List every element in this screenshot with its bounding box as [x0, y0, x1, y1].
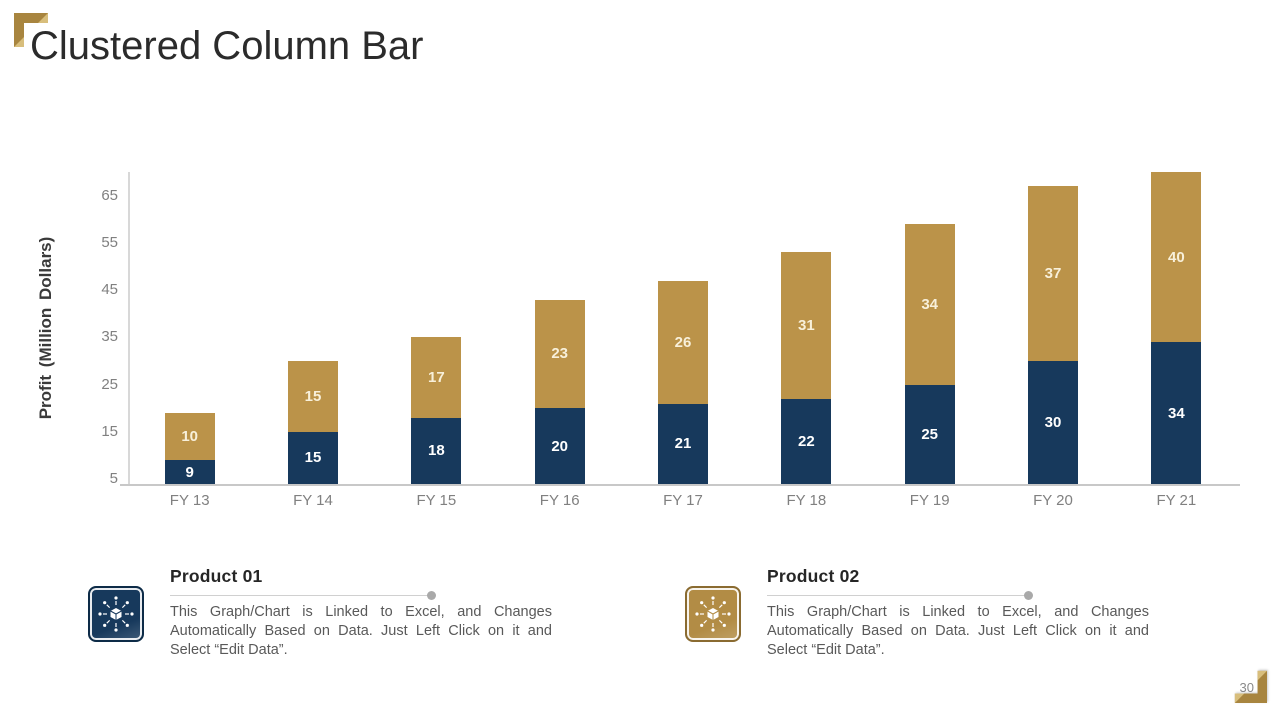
- x-tick-label: FY 17: [663, 492, 703, 509]
- bar-fy-21[interactable]: 40 34: [1151, 172, 1202, 484]
- x-tick-label: FY 15: [416, 492, 457, 509]
- corner-bracket-icon: [14, 13, 48, 47]
- bar-segment-product-01[interactable]: 21: [658, 403, 708, 484]
- x-tick-label: FY 13: [169, 492, 210, 509]
- y-tick-label: 65: [101, 186, 118, 204]
- card-title: Product 02: [767, 566, 860, 586]
- data-label: 15: [304, 449, 322, 467]
- data-label: 22: [797, 432, 815, 450]
- data-label: 18: [427, 442, 445, 460]
- divider-line: [767, 591, 1033, 600]
- cube-network-icon: [685, 586, 741, 642]
- bar-segment-product-02[interactable]: 15: [288, 361, 338, 432]
- bar-segment-product-02[interactable]: 10: [164, 413, 215, 461]
- data-label: 21: [674, 435, 692, 453]
- bar-segment-product-01[interactable]: 30: [1028, 361, 1078, 484]
- y-tick-label: 5: [109, 470, 118, 488]
- card-title: Product 01: [170, 566, 263, 586]
- bar-fy-13[interactable]: 10 9: [164, 413, 215, 484]
- bar-segment-product-02[interactable]: 34: [904, 224, 955, 385]
- data-label: 17: [427, 369, 445, 387]
- cube-burst-glyph: [98, 596, 134, 632]
- cube-burst-glyph: [695, 596, 731, 632]
- x-tick-label: FY 18: [786, 492, 827, 509]
- divider-dot: [427, 591, 436, 600]
- bar-fy-17[interactable]: 26 21: [658, 280, 708, 484]
- bar-segment-product-01[interactable]: 18: [411, 417, 462, 484]
- x-tick-label: FY 19: [909, 492, 950, 509]
- cube-network-icon: [88, 586, 144, 642]
- y-axis-title: Profit (Million Dollars): [36, 236, 55, 420]
- bar-segment-product-01[interactable]: 34: [1151, 342, 1202, 484]
- card-description: This Graph/Chart is Linked to Excel, and…: [767, 604, 1149, 658]
- bar-segment-product-02[interactable]: 31: [781, 252, 832, 399]
- card-description: This Graph/Chart is Linked to Excel, and…: [170, 604, 552, 658]
- bar-segment-product-01[interactable]: 9: [164, 460, 215, 484]
- stacked-column-chart: Profit (Million Dollars) 5 15 25 35 45 55 65 1…: [36, 172, 1240, 509]
- x-tick-label: FY 21: [1156, 492, 1197, 509]
- y-tick-label: 25: [101, 375, 118, 393]
- bar-segment-product-02[interactable]: 40: [1151, 172, 1202, 343]
- y-axis-line: [128, 172, 130, 484]
- data-label: 37: [1044, 265, 1062, 283]
- data-label: 31: [797, 317, 815, 335]
- data-label: 15: [304, 388, 322, 406]
- bar-fy-16[interactable]: 23 20: [534, 299, 585, 484]
- x-tick-label: FY 16: [539, 492, 580, 509]
- bar-fy-19[interactable]: 34 25: [904, 224, 955, 484]
- bar-segment-product-01[interactable]: 20: [534, 408, 585, 484]
- data-label: 20: [551, 437, 568, 455]
- y-tick-label: 45: [101, 281, 118, 299]
- bar-fy-15[interactable]: 17 18: [411, 337, 462, 484]
- page-title: Clustered Column Bar: [30, 24, 424, 68]
- bar-segment-product-01[interactable]: 25: [904, 384, 955, 484]
- bar-segment-product-02[interactable]: 37: [1028, 186, 1078, 362]
- data-label: 40: [1167, 248, 1185, 266]
- bar-segment-product-02[interactable]: 26: [658, 280, 708, 404]
- page-number: 30: [1239, 680, 1254, 695]
- bar-segment-product-02[interactable]: 17: [411, 337, 462, 418]
- bar-segment-product-02[interactable]: 23: [534, 299, 585, 409]
- page-corner: 30: [1210, 660, 1280, 720]
- data-label: 34: [921, 295, 938, 313]
- y-tick-label: 35: [101, 328, 118, 346]
- x-axis-line: [120, 484, 1240, 486]
- bar-fy-20[interactable]: 37 30: [1028, 186, 1078, 484]
- x-tick-label: FY 20: [1033, 492, 1073, 509]
- data-label: 10: [181, 428, 198, 446]
- divider-dot: [1024, 591, 1033, 600]
- y-tick-label: 55: [101, 233, 118, 251]
- divider-line: [170, 591, 436, 600]
- bar-fy-18[interactable]: 31 22: [781, 252, 832, 484]
- bar-fy-14[interactable]: 15 15: [288, 361, 338, 484]
- data-label: 25: [921, 425, 938, 443]
- bar-segment-product-01[interactable]: 15: [288, 431, 338, 484]
- y-tick-label: 15: [101, 423, 118, 440]
- bar-segment-product-01[interactable]: 22: [781, 398, 832, 484]
- product-01-card: Product 01 This Graph/Chart is Linked to…: [88, 566, 568, 678]
- data-label: 9: [185, 463, 194, 481]
- x-tick-label: FY 14: [293, 492, 333, 509]
- data-label: 23: [551, 345, 568, 363]
- corner-bracket-icon: [1234, 670, 1267, 703]
- data-label: 26: [674, 333, 692, 351]
- product-02-card: Product 02 This Graph/Chart is Linked to…: [685, 566, 1165, 678]
- data-label: 34: [1167, 404, 1185, 422]
- data-label: 30: [1044, 414, 1062, 432]
